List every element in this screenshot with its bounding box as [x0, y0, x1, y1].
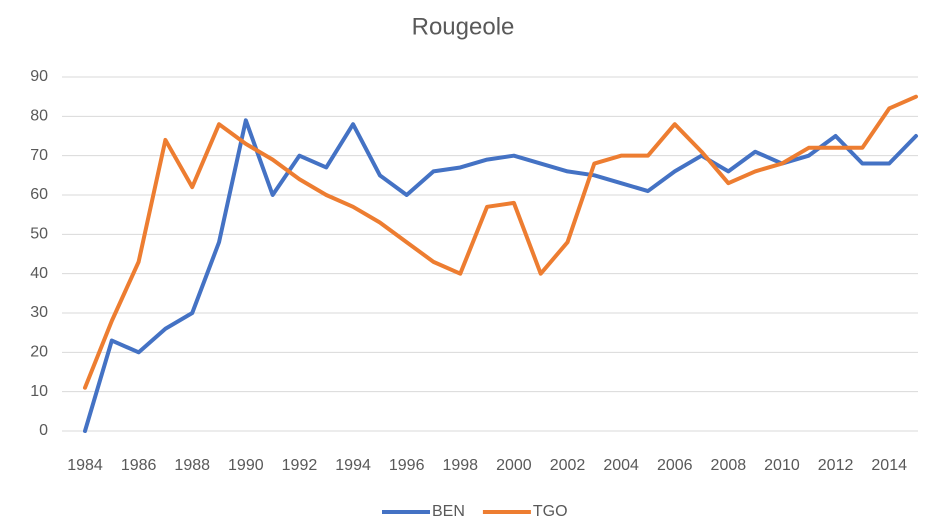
x-tick-label: 2004: [603, 457, 639, 474]
x-tick-label: 2000: [496, 457, 532, 474]
y-tick-label: 60: [30, 186, 48, 203]
x-tick-label: 2002: [550, 457, 586, 474]
y-tick-label: 70: [30, 147, 48, 164]
x-tick-label: 1992: [282, 457, 318, 474]
legend-label: BEN: [432, 503, 465, 520]
y-tick-label: 30: [30, 304, 48, 321]
x-tick-label: 1990: [228, 457, 264, 474]
y-tick-label: 20: [30, 344, 48, 361]
x-tick-label: 2012: [818, 457, 854, 474]
series-line: [83, 118, 918, 433]
series-line: [83, 94, 918, 390]
chart-title: Rougeole: [412, 13, 515, 40]
legend-label: TGO: [533, 503, 568, 520]
x-tick-label: 1984: [67, 457, 103, 474]
y-tick-label: 10: [30, 383, 48, 400]
x-tick-label: 2008: [711, 457, 747, 474]
x-tick-label: 1998: [442, 457, 478, 474]
x-tick-label: 2010: [764, 457, 800, 474]
x-tick-label: 1994: [335, 457, 371, 474]
x-tick-label: 2014: [871, 457, 907, 474]
x-tick-label: 2006: [657, 457, 693, 474]
y-tick-label: 50: [30, 226, 48, 243]
x-tick-label: 1986: [121, 457, 157, 474]
y-tick-label: 0: [39, 422, 48, 439]
y-tick-label: 80: [30, 108, 48, 125]
y-tick-label: 90: [30, 68, 48, 85]
x-tick-label: 1988: [174, 457, 210, 474]
x-tick-label: 1996: [389, 457, 425, 474]
y-tick-label: 40: [30, 265, 48, 282]
